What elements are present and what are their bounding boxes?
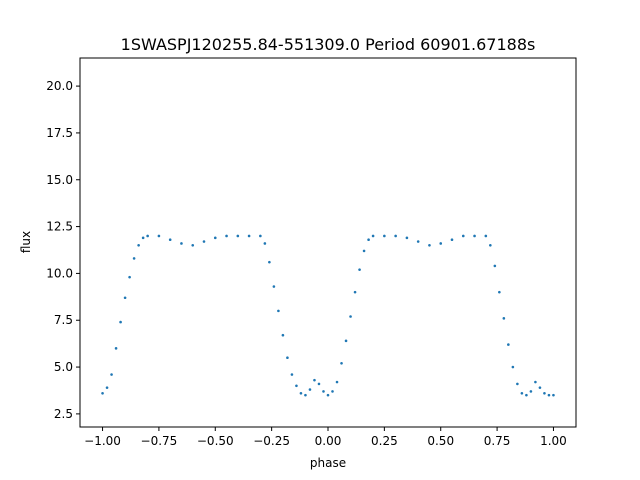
- data-point: [128, 275, 131, 279]
- data-point: [394, 234, 397, 238]
- data-point: [335, 380, 339, 384]
- data-point: [473, 234, 476, 238]
- data-point: [180, 242, 183, 245]
- data-point: [511, 365, 515, 369]
- data-points: [101, 234, 555, 397]
- x-axis-label: phase: [310, 456, 346, 470]
- data-point: [525, 393, 528, 397]
- y-tick-label: 15.0: [46, 173, 73, 187]
- chart-title: 1SWASPJ120255.84-551309.0 Period 60901.6…: [121, 35, 536, 54]
- data-point: [529, 390, 533, 393]
- x-axis-ticks: −1.00 −0.75 −0.50 −0.25 0.00 0.25 0.50 0.75 1.00: [84, 427, 567, 448]
- x-tick-label: 0.25: [371, 434, 398, 448]
- data-point: [322, 390, 325, 393]
- y-tick-label: 2.5: [54, 407, 73, 421]
- plot-frame: [79, 57, 577, 428]
- data-point: [362, 249, 366, 253]
- data-point: [225, 234, 228, 238]
- data-point: [484, 234, 488, 238]
- data-point: [520, 391, 524, 395]
- data-point: [331, 390, 334, 393]
- data-point: [498, 290, 501, 294]
- data-point: [489, 244, 492, 247]
- data-point: [428, 244, 431, 247]
- data-point: [450, 238, 454, 241]
- data-point: [353, 290, 357, 294]
- x-tick-label: −1.00: [84, 434, 121, 448]
- y-tick-label: 17.5: [46, 126, 73, 140]
- data-point: [202, 240, 206, 243]
- data-point: [277, 309, 280, 313]
- data-point: [110, 373, 113, 376]
- y-tick-label: 12.5: [46, 220, 73, 234]
- data-point: [247, 234, 251, 238]
- data-point: [263, 242, 267, 245]
- data-point: [507, 343, 510, 346]
- data-point: [268, 260, 271, 264]
- data-point: [547, 393, 551, 397]
- data-point: [304, 393, 307, 397]
- y-tick-label: 10.0: [46, 266, 73, 280]
- data-point: [383, 234, 386, 238]
- y-tick-label: 7.5: [54, 313, 73, 327]
- data-point: [114, 347, 118, 350]
- x-tick-label: 0.00: [315, 434, 342, 448]
- data-point: [439, 242, 443, 245]
- data-point: [157, 234, 161, 238]
- data-point: [132, 257, 136, 260]
- data-point: [493, 264, 497, 268]
- x-tick-label: −0.75: [141, 434, 178, 448]
- x-tick-label: 0.50: [427, 434, 454, 448]
- data-point: [146, 234, 149, 238]
- data-point: [552, 393, 555, 397]
- x-tick-label: −0.25: [253, 434, 290, 448]
- data-point: [191, 244, 195, 247]
- data-point: [259, 234, 262, 238]
- data-point: [141, 236, 145, 240]
- data-point: [119, 320, 122, 324]
- data-point: [543, 391, 546, 395]
- x-tick-label: 1.00: [540, 434, 567, 448]
- y-axis-label: flux: [19, 231, 33, 253]
- x-tick-label: −0.50: [197, 434, 234, 448]
- data-point: [286, 356, 289, 360]
- data-point: [344, 339, 348, 343]
- data-point: [367, 238, 370, 241]
- data-point: [326, 393, 330, 397]
- data-point: [213, 236, 217, 240]
- data-point: [168, 238, 172, 241]
- data-point: [105, 386, 109, 389]
- y-tick-label: 20.0: [46, 79, 73, 93]
- data-point: [502, 317, 506, 320]
- x-tick-label: 0.75: [484, 434, 511, 448]
- data-point: [371, 234, 375, 238]
- data-point: [123, 296, 127, 300]
- data-point: [308, 388, 312, 391]
- data-point: [340, 362, 343, 365]
- data-point: [290, 373, 294, 376]
- data-point: [461, 234, 465, 238]
- data-point: [349, 315, 352, 318]
- y-axis-ticks: 2.5 5.0 7.5 10.0 12.5 15.0 17.5 20.0: [46, 79, 80, 421]
- data-point: [516, 382, 519, 386]
- data-point: [236, 234, 240, 238]
- y-tick-label: 5.0: [54, 360, 73, 374]
- data-point: [272, 285, 276, 288]
- data-point: [281, 333, 285, 337]
- data-point: [313, 378, 316, 382]
- data-point: [295, 384, 298, 388]
- data-point: [137, 244, 140, 247]
- data-point: [358, 268, 361, 271]
- data-point: [538, 386, 542, 389]
- data-point: [405, 236, 409, 240]
- data-point: [101, 391, 104, 395]
- data-point: [299, 391, 303, 395]
- data-point: [534, 380, 537, 384]
- data-point: [416, 240, 420, 243]
- data-point: [317, 382, 321, 386]
